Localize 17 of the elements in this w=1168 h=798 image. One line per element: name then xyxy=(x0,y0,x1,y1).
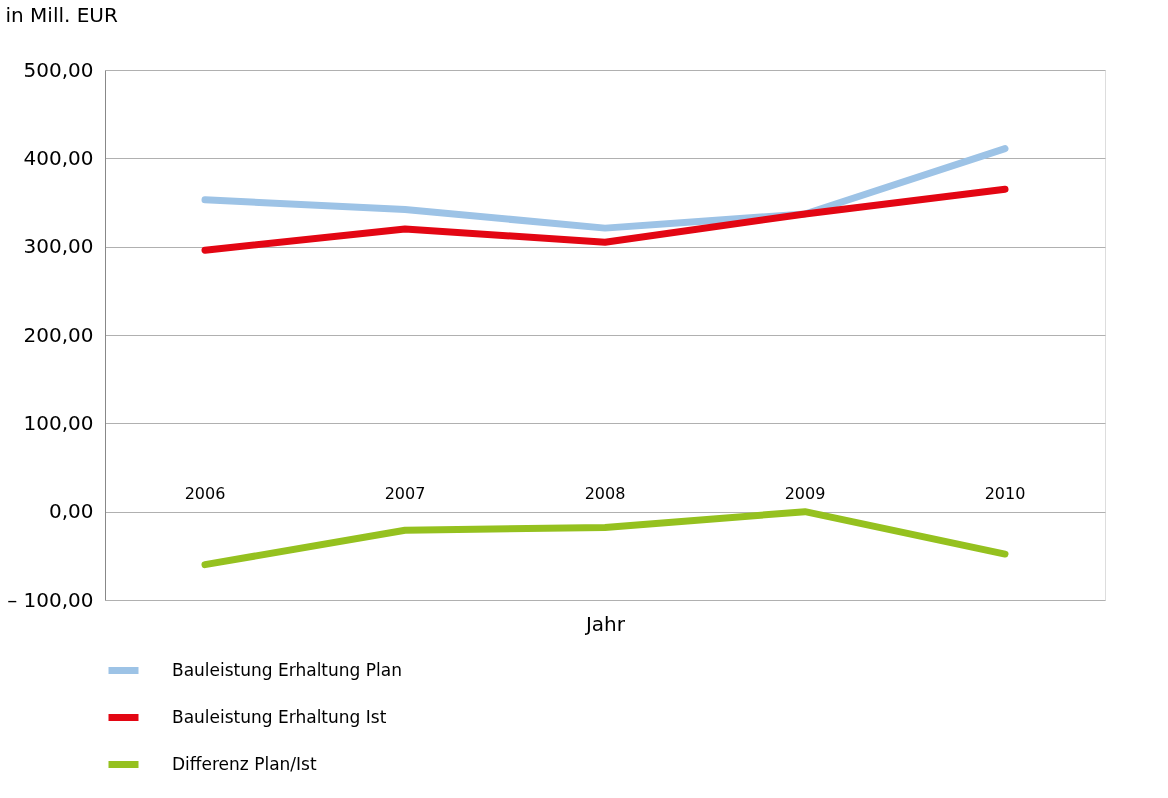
y-tick-label: – 100,00 xyxy=(7,587,94,612)
legend-label: Differenz Plan/Ist xyxy=(172,753,317,774)
legend-label: Bauleistung Erhaltung Ist xyxy=(172,706,387,727)
x-tick-label: 2009 xyxy=(784,483,826,503)
y-tick-label: 200,00 xyxy=(23,322,94,347)
y-tick-label: 500,00 xyxy=(23,57,94,82)
y-axis-title: in Mill. EUR xyxy=(5,2,119,27)
x-tick-label: 2010 xyxy=(984,483,1026,503)
x-tick-label: 2006 xyxy=(184,483,226,503)
y-tick-label: 400,00 xyxy=(23,145,94,170)
x-tick-label: 2007 xyxy=(384,483,426,503)
y-tick-label: 100,00 xyxy=(23,410,94,435)
x-axis-title: Jahr xyxy=(583,611,626,636)
y-tick-label: 300,00 xyxy=(23,234,94,259)
legend-label: Bauleistung Erhaltung Plan xyxy=(172,659,402,680)
y-tick-label: 0,00 xyxy=(48,499,94,524)
x-tick-label: 2008 xyxy=(584,483,626,503)
